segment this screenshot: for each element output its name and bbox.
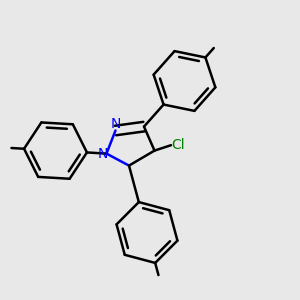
Text: N: N <box>98 147 108 160</box>
Text: N: N <box>110 117 121 131</box>
Text: Cl: Cl <box>172 138 185 152</box>
